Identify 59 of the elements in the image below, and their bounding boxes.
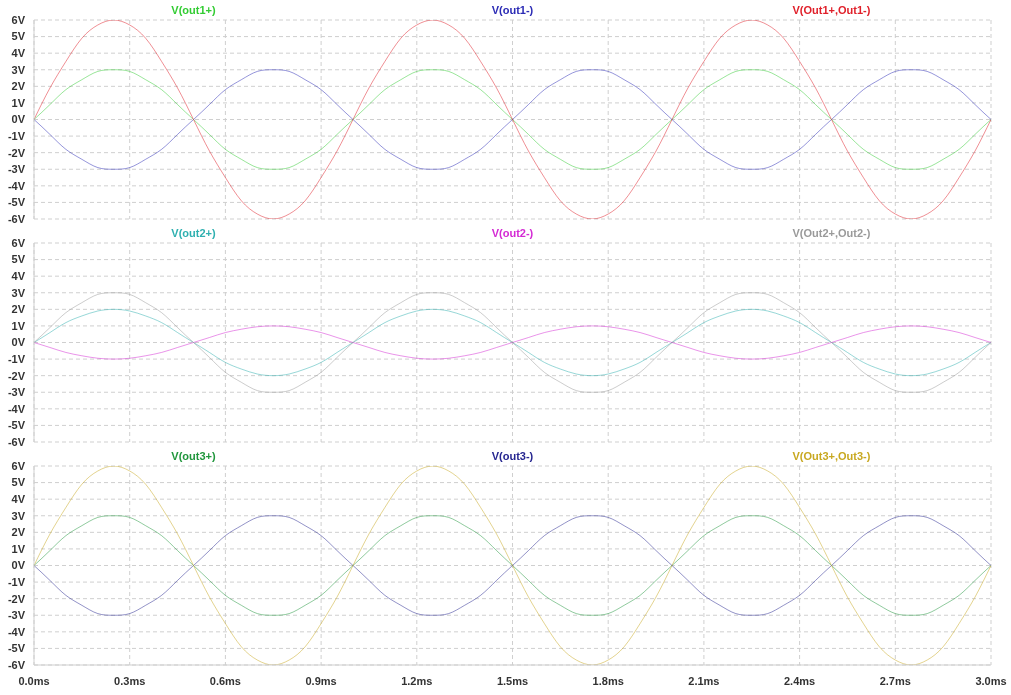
y-tick-label: 3V — [11, 286, 26, 299]
text: V(out1-) — [491, 4, 534, 16]
y-tick-label: -6V — [7, 658, 26, 671]
y-tick-label: -5V — [7, 419, 26, 432]
y-tick-label: -1V — [7, 352, 26, 365]
x-tick-label: 0.3ms — [114, 674, 146, 687]
y-tick-label: -6V — [7, 435, 26, 448]
y-tick-label: 3V — [11, 509, 26, 522]
text: V(out3-) — [491, 450, 534, 462]
y-tick-label: 6V — [11, 13, 26, 26]
y-tick-label: -3V — [7, 163, 26, 176]
text: V(out2-) — [491, 227, 534, 239]
y-tick-label: -5V — [7, 642, 26, 655]
series-label: V(Out1+,Out1-) — [792, 4, 871, 16]
x-tick-label: 0.0ms — [18, 674, 50, 687]
y-tick-label: -3V — [7, 609, 26, 622]
y-tick-label: 0V — [11, 559, 26, 572]
y-tick-label: -4V — [7, 179, 26, 192]
y-tick-label: -3V — [7, 386, 26, 399]
text: V(out2+) — [171, 227, 216, 239]
y-tick-label: 5V — [11, 476, 26, 489]
y-tick-label: 2V — [11, 303, 26, 316]
y-tick-label: -2V — [7, 146, 26, 159]
text: V(out1+) — [171, 4, 216, 16]
y-tick-label: 0V — [11, 336, 26, 349]
y-tick-label: 2V — [11, 526, 26, 539]
y-tick-label: -1V — [7, 575, 26, 588]
y-tick-label: 3V — [11, 63, 26, 76]
x-tick-label: 2.1ms — [688, 674, 720, 687]
y-tick-label: 6V — [11, 236, 26, 249]
y-tick-label: -2V — [7, 592, 26, 605]
y-tick-label: -2V — [7, 369, 26, 382]
y-tick-label: 1V — [11, 319, 26, 332]
y-tick-label: 4V — [11, 270, 26, 283]
x-tick-label: 0.6ms — [209, 674, 241, 687]
y-tick-label: 6V — [11, 459, 26, 472]
y-tick-label: 5V — [11, 30, 26, 43]
y-tick-label: 5V — [11, 253, 26, 266]
x-tick-label: 1.8ms — [592, 674, 624, 687]
y-tick-label: -4V — [7, 625, 26, 638]
series-label: V(Out3+,Out3-) — [792, 450, 871, 462]
y-tick-label: -5V — [7, 196, 26, 209]
x-tick-label: 2.4ms — [784, 674, 816, 687]
y-tick-label: -6V — [7, 212, 26, 225]
y-tick-label: -4V — [7, 402, 26, 415]
x-tick-label: 1.5ms — [496, 674, 529, 687]
text: V(Out2+,Out2-) — [792, 227, 871, 239]
x-tick-label: 2.7ms — [879, 674, 911, 687]
x-tick-label: 0.9ms — [305, 674, 337, 687]
text: V(out3+) — [171, 450, 216, 462]
y-tick-label: 0V — [11, 113, 26, 126]
y-tick-label: 2V — [11, 80, 26, 93]
x-tick-label: 3.0ms — [975, 674, 1007, 687]
y-tick-label: 1V — [11, 96, 26, 109]
y-tick-label: 1V — [11, 542, 26, 555]
y-tick-label: -1V — [7, 129, 26, 142]
x-tick-label: 1.2ms — [401, 674, 433, 687]
y-tick-label: 4V — [11, 493, 26, 506]
y-tick-label: 4V — [11, 47, 26, 60]
